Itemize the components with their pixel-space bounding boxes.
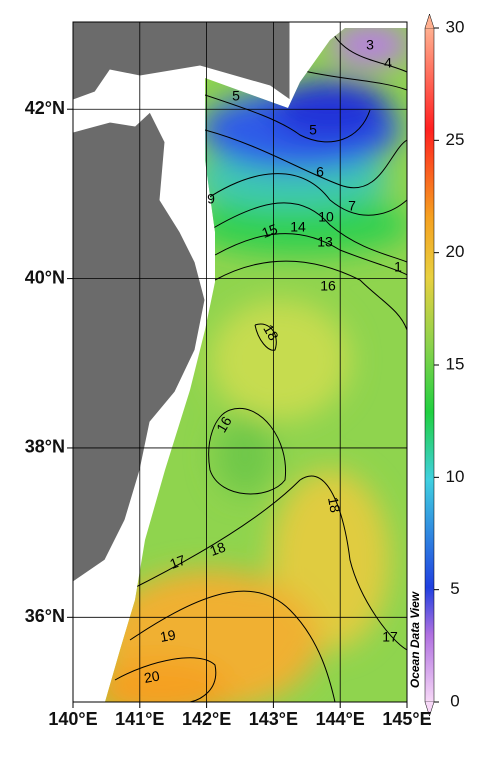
x-tick-label: 145°E [382,709,431,729]
watermark: Ocean Data View [408,591,422,688]
contour-label: 20 [143,667,161,685]
contour-label: 1 [394,259,402,275]
contour-label: 16 [213,413,235,435]
contour-label: 16 [320,278,336,294]
x-tick-label: 144°E [316,709,365,729]
colorbar-label: 5 [450,579,459,598]
y-tick-label: 36°N [25,606,65,626]
y-tick-label: 42°N [25,98,65,118]
contour-label: 17 [168,552,188,572]
colorbar [424,27,435,703]
honshu [73,111,206,583]
contour-label: 5 [232,88,240,104]
colorbar-label: 0 [450,691,459,710]
contour-label: 5 [309,122,317,138]
graticule [73,22,407,702]
x-tick-label: 142°E [182,709,231,729]
contour-label: 3 [366,37,374,53]
land [73,22,291,583]
y-tick-label: 38°N [25,437,65,457]
colorbar-arrow [424,701,435,717]
contours [114,28,407,702]
x-tick-label: 140°E [48,709,97,729]
x-tick-label: 143°E [249,709,298,729]
contour-label: 18 [260,322,282,344]
contour-label: 4 [384,55,392,71]
y-tick-label: 40°N [25,267,65,287]
contour-label: 15 [260,221,280,241]
colorbar-label: 25 [446,130,465,149]
contour-label: 10 [318,209,334,225]
x-tick-label: 141°E [115,709,164,729]
contour-label: 7 [348,198,356,214]
colorbar-label: 15 [446,354,465,373]
colorbar-label: 30 [446,17,465,36]
colorbar-label: 10 [446,467,465,486]
contour-label: 18 [325,496,343,514]
contour-label: 19 [159,626,177,644]
map-frame [72,21,408,703]
contour-label: 9 [207,191,215,207]
contour-label: 18 [208,539,228,559]
contour-label: 14 [290,219,306,235]
contour-label: 17 [382,629,398,645]
colorbar-arrow [424,13,435,29]
contour-label: 6 [316,164,324,180]
contour-label: 13 [317,234,333,250]
hokkaido [73,22,291,101]
colorbar-label: 20 [446,242,465,261]
